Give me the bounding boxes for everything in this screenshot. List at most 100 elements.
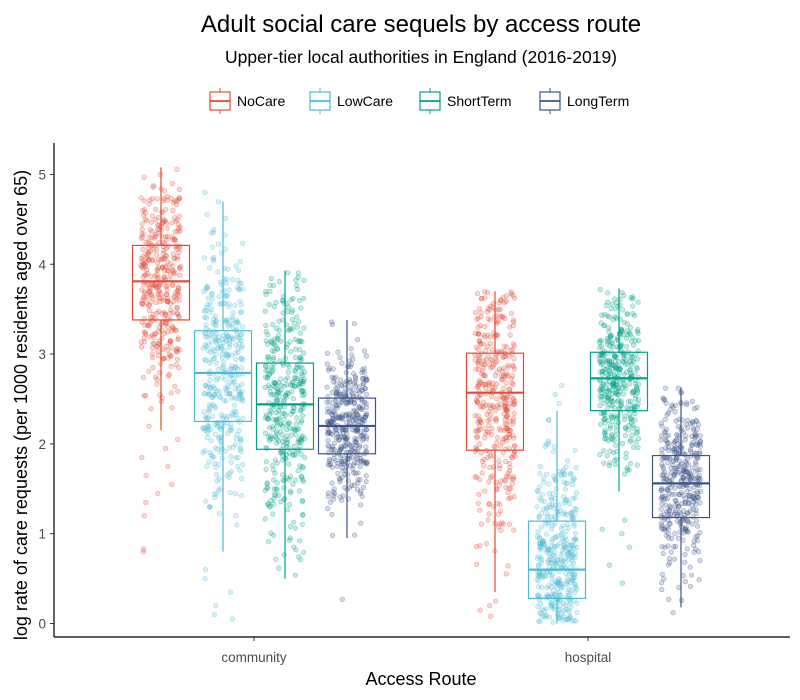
data-point [362, 386, 368, 392]
data-point [566, 609, 572, 615]
data-point [270, 321, 276, 328]
data-point [223, 292, 229, 298]
data-point [140, 374, 146, 380]
data-point [691, 484, 697, 490]
data-point [229, 427, 235, 433]
data-point [142, 264, 148, 270]
data-point [280, 472, 286, 478]
data-point [599, 352, 606, 358]
data-point [501, 411, 507, 417]
data-point [543, 505, 550, 511]
data-point [159, 233, 165, 239]
data-point [153, 216, 159, 223]
data-point [675, 535, 681, 541]
data-point [566, 615, 572, 622]
legend-label: NoCare [237, 93, 285, 109]
data-point [226, 322, 232, 328]
data-point [170, 310, 176, 316]
data-point [659, 501, 665, 507]
data-point [146, 323, 152, 329]
data-point [534, 577, 540, 583]
data-point [510, 317, 517, 323]
data-point [345, 400, 351, 406]
data-point [597, 359, 604, 365]
data-point [299, 356, 305, 362]
data-point [207, 265, 213, 271]
data-point [672, 491, 678, 497]
data-point [148, 314, 154, 321]
data-point [147, 197, 153, 203]
data-point [215, 424, 221, 430]
data-point [334, 405, 340, 411]
data-point [563, 480, 569, 487]
data-point [351, 371, 357, 377]
data-point [493, 418, 499, 424]
data-point [609, 403, 615, 409]
data-point [358, 419, 364, 425]
data-point [504, 371, 510, 377]
data-point [551, 444, 558, 450]
data-point [238, 439, 244, 445]
data-point [169, 282, 176, 288]
legend-item-LongTerm: LongTerm [539, 88, 629, 114]
data-point [230, 413, 236, 419]
data-point [229, 335, 235, 341]
data-point [477, 543, 483, 549]
data-point [154, 381, 160, 387]
data-point [627, 416, 633, 422]
data-point [509, 455, 516, 461]
data-point [537, 464, 543, 470]
data-point [511, 442, 518, 448]
data-point [263, 322, 269, 329]
data-point [621, 380, 627, 387]
data-point [287, 420, 293, 426]
data-point [162, 268, 168, 274]
data-point [238, 356, 244, 362]
data-point [621, 371, 628, 377]
data-point [572, 530, 579, 536]
data-point [598, 383, 605, 389]
data-point [697, 438, 704, 445]
data-point [542, 613, 548, 619]
data-point [665, 410, 671, 416]
data-point [667, 504, 674, 511]
data-point [478, 371, 485, 377]
data-point [550, 552, 556, 559]
data-point [569, 478, 575, 484]
data-point [292, 427, 298, 433]
data-point [604, 350, 610, 356]
data-point [299, 436, 305, 443]
data-point [613, 306, 619, 312]
data-point [683, 402, 690, 408]
data-point [142, 206, 148, 213]
data-point [571, 617, 577, 623]
data-point [331, 416, 337, 423]
data-point [292, 525, 299, 531]
data-point [600, 381, 607, 387]
data-point [300, 511, 306, 518]
data-point [144, 255, 150, 261]
data-point [505, 490, 511, 496]
data-point [279, 410, 285, 417]
data-point [266, 383, 272, 389]
data-point [264, 485, 270, 491]
data-point [557, 540, 563, 546]
data-point [633, 439, 639, 445]
data-point [606, 462, 613, 469]
data-point [484, 309, 490, 315]
data-point [610, 362, 616, 369]
data-point [615, 397, 622, 403]
data-point [264, 481, 270, 487]
data-point [297, 443, 303, 449]
data-point [560, 613, 567, 619]
data-point [682, 469, 688, 475]
data-point [339, 465, 345, 471]
data-point [564, 458, 571, 464]
data-point [334, 402, 340, 409]
data-point [481, 372, 487, 379]
data-point [155, 222, 161, 228]
data-point [229, 395, 235, 401]
data-point [228, 425, 234, 431]
data-point [692, 546, 699, 552]
data-point [168, 195, 174, 201]
